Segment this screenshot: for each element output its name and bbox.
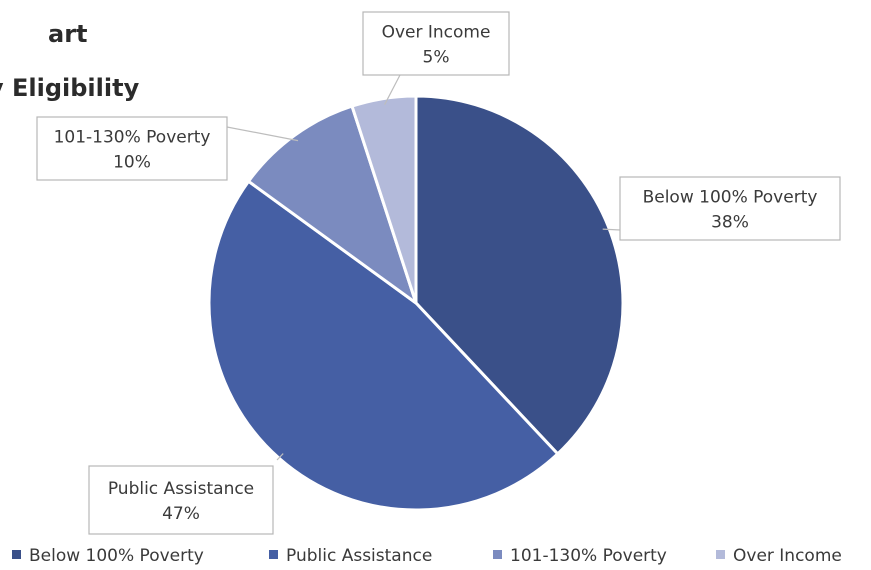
pie-slice-101-130-poverty xyxy=(247,104,418,305)
legend-swatch xyxy=(269,550,278,559)
callout-box xyxy=(619,176,841,241)
legend: Below 100% Poverty Public Assistance 101-1… xyxy=(12,546,842,566)
leader-line-below-100-poverty xyxy=(602,228,621,231)
pie-slices xyxy=(207,94,625,512)
callout-box xyxy=(88,465,274,535)
legend-item-101-130-poverty: 101-130% Poverty xyxy=(493,546,667,566)
callout-leader-lines xyxy=(226,74,621,461)
chart-title-line-1: art xyxy=(48,20,88,48)
legend-swatch xyxy=(12,550,21,559)
callout-category-label: Below 100% Poverty xyxy=(643,188,818,208)
callout-over-income: Over Income 5% xyxy=(362,11,510,76)
legend-item-public-assistance: Public Assistance xyxy=(269,546,432,566)
callout-box xyxy=(362,11,510,76)
pie-slice-below-100-poverty xyxy=(414,94,625,456)
data-label-callouts: Below 100% Poverty 38% Public Assistance 47… xyxy=(36,11,841,535)
legend-label: 101-130% Poverty xyxy=(510,546,667,566)
legend-swatch xyxy=(716,550,725,559)
legend-item-below-100-poverty: Below 100% Poverty xyxy=(12,546,204,566)
callout-percent-label: 5% xyxy=(423,48,450,68)
callout-percent-label: 38% xyxy=(711,213,749,233)
legend-label: Over Income xyxy=(733,546,842,566)
legend-label: Below 100% Poverty xyxy=(29,546,204,566)
callout-percent-label: 47% xyxy=(162,504,200,524)
callout-category-label: Public Assistance xyxy=(108,479,254,499)
legend-swatch xyxy=(493,550,502,559)
callout-below-100-poverty: Below 100% Poverty 38% xyxy=(619,176,841,241)
callout-public-assistance: Public Assistance 47% xyxy=(88,465,274,535)
callout-percent-label: 10% xyxy=(113,153,151,173)
leader-line-over-income xyxy=(384,74,401,105)
callout-box xyxy=(36,116,228,181)
chart-title: art y Eligibility xyxy=(0,20,140,102)
chart-title-line-2: y Eligibility xyxy=(0,74,140,102)
pie-slice-over-income xyxy=(350,94,418,305)
leader-line-101-130-poverty xyxy=(226,126,299,142)
legend-label: Public Assistance xyxy=(286,546,432,566)
callout-category-label: 101-130% Poverty xyxy=(54,128,211,148)
callout-category-label: Over Income xyxy=(382,23,491,43)
legend-item-over-income: Over Income xyxy=(716,546,842,566)
callout-101-130-poverty: 101-130% Poverty 10% xyxy=(36,116,228,181)
leader-line-public-assistance xyxy=(276,453,284,461)
